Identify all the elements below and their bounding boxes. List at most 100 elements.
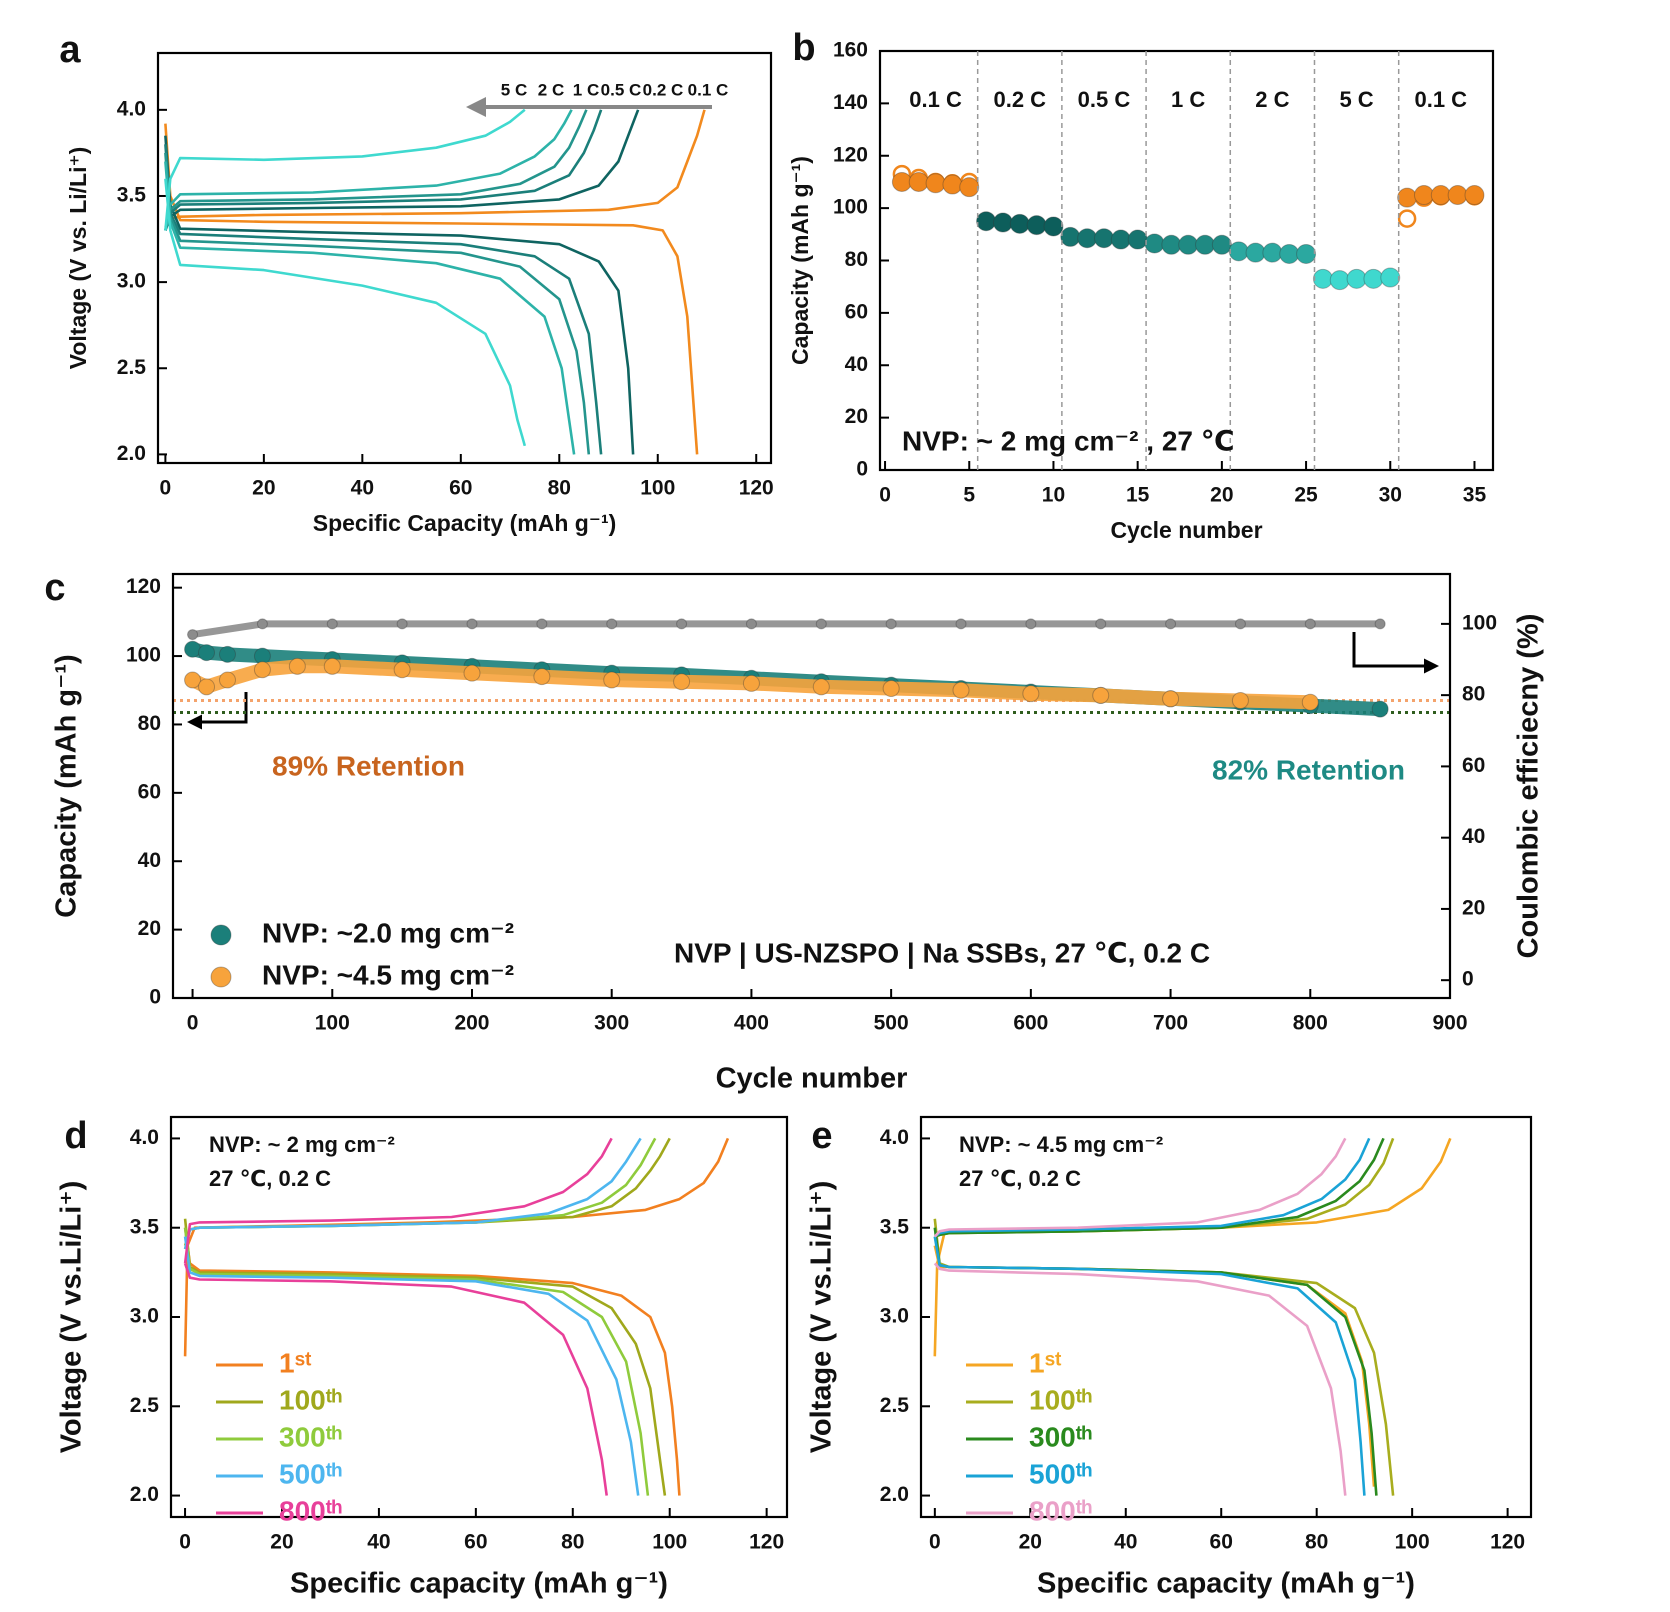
x-tick-label: 400 [734,1012,769,1035]
y-tick-label: 20 [845,405,868,428]
data-point [1296,243,1317,264]
data-point [323,657,341,675]
y-tick-label: 80 [138,712,161,735]
right-axis-arrow [1352,632,1439,674]
data-point [1371,700,1389,718]
data-point [925,173,946,194]
x-tick-label: 40 [351,477,374,500]
rate-region-label: 0.1 C [909,87,962,112]
voltage-curve [164,109,640,455]
data-point [1162,690,1180,708]
voltage-curve [933,1137,1385,1496]
voltage-curve [933,1137,1371,1496]
y-tick-label: 3.0 [880,1305,909,1328]
voltage-curve [164,109,706,455]
cell-annotation: NVP | US-NZSPO | Na SSBs, 27 ℃, 0.2 C [674,937,1210,968]
x-tick-label: 35 [1463,484,1487,507]
x-axis-label: Specific Capacity (mAh g⁻¹) [313,510,617,536]
data-point [1060,226,1081,247]
data-point [1262,242,1283,263]
x-tick-label: 60 [464,1531,487,1554]
y-tick-label: 120 [833,143,868,166]
x-tick-label: 100 [640,477,675,500]
legend-label: 300ᵗʰ [1029,1421,1092,1452]
data-point [198,644,216,662]
x-tick-label: 100 [315,1012,350,1035]
retention-label: 82% Retention [1212,754,1405,785]
panel-label: c [44,567,65,609]
y-axis-label: Voltage (V vs.Li/Li⁺) [806,1181,838,1454]
rate-label: 0.2 C [643,80,684,99]
voltage-curve [164,109,603,455]
data-point [1228,241,1249,262]
y-tick-label: 40 [845,353,868,376]
data-point [908,171,929,192]
data-point [885,618,897,630]
x-tick-label: 60 [1210,1531,1233,1554]
y-tick-label: 100 [126,644,161,667]
legend-label: NVP: ~2.0 mg cm⁻² [262,917,514,948]
voltage-curve [933,1137,1395,1496]
legend-label: 800ᵗʰ [279,1495,342,1526]
data-point [1363,268,1384,289]
x-tick-label: 500 [874,1012,909,1035]
data-point [1301,693,1319,711]
voltage-curve [164,109,576,455]
x-tick-label: 300 [594,1012,629,1035]
x-axis-label: Specific capacity (mAh g⁻¹) [1037,1568,1415,1600]
plot-frame [156,51,773,465]
data-point [882,680,900,698]
data-point [218,671,236,689]
data-point [603,671,621,689]
data-point [812,678,830,696]
y-tick-label: 2.5 [117,356,147,379]
y2-tick-label: 100 [1462,611,1497,634]
rate-region-label: 5 C [1339,87,1373,112]
data-point [1077,228,1098,249]
rate-label: 1 C [573,80,599,99]
plot-frame [919,1115,1533,1519]
y-tick-label: 3.5 [130,1215,160,1238]
y2-tick-label: 20 [1462,896,1485,919]
data-point [1043,216,1064,237]
data-point [184,640,202,658]
x-tick-label: 120 [749,1531,784,1554]
x-tick-label: 5 [963,484,975,507]
data-point [959,177,980,198]
data-point [1093,228,1114,249]
y-tick-label: 3.0 [130,1305,159,1328]
data-point [1165,618,1177,630]
y-tick-label: 120 [126,575,161,598]
data-point [256,618,268,630]
data-point [1144,233,1165,254]
data-point [955,618,967,630]
y-tick-label: 60 [845,300,868,323]
data-point [1279,243,1300,264]
y-tick-label: 60 [138,780,161,803]
x-tick-label: 100 [1395,1531,1430,1554]
data-point [742,674,760,692]
retention-label: 89% Retention [272,750,465,781]
data-point [952,681,970,699]
y-tick-label: 2.5 [130,1394,160,1417]
rate-label: 2 C [538,80,564,99]
legend-label: NVP: ~4.5 mg cm⁻² [262,959,514,990]
data-point [1025,618,1037,630]
charge-point [1397,209,1417,228]
panel-label: d [64,1115,87,1157]
y-axis-label: Voltage (V vs.Li/Li⁺) [56,1181,88,1454]
x-tick-label: 25 [1294,484,1318,507]
legend-label: 100ᵗʰ [1029,1384,1092,1415]
panel-label: e [811,1115,832,1157]
y2-tick-label: 0 [1462,968,1474,991]
x-tick-label: 20 [252,477,275,500]
x-tick-label: 700 [1153,1012,1188,1035]
data-point [1127,229,1148,250]
y-axis-label: Voltage (V vs. Li/Li⁺) [65,147,91,370]
data-point [326,618,338,630]
y-tick-label: 80 [845,248,868,271]
y-tick-label: 2.0 [130,1483,159,1506]
panel-label: b [792,27,815,69]
y-tick-label: 4.0 [880,1126,909,1149]
data-point [1380,267,1401,288]
